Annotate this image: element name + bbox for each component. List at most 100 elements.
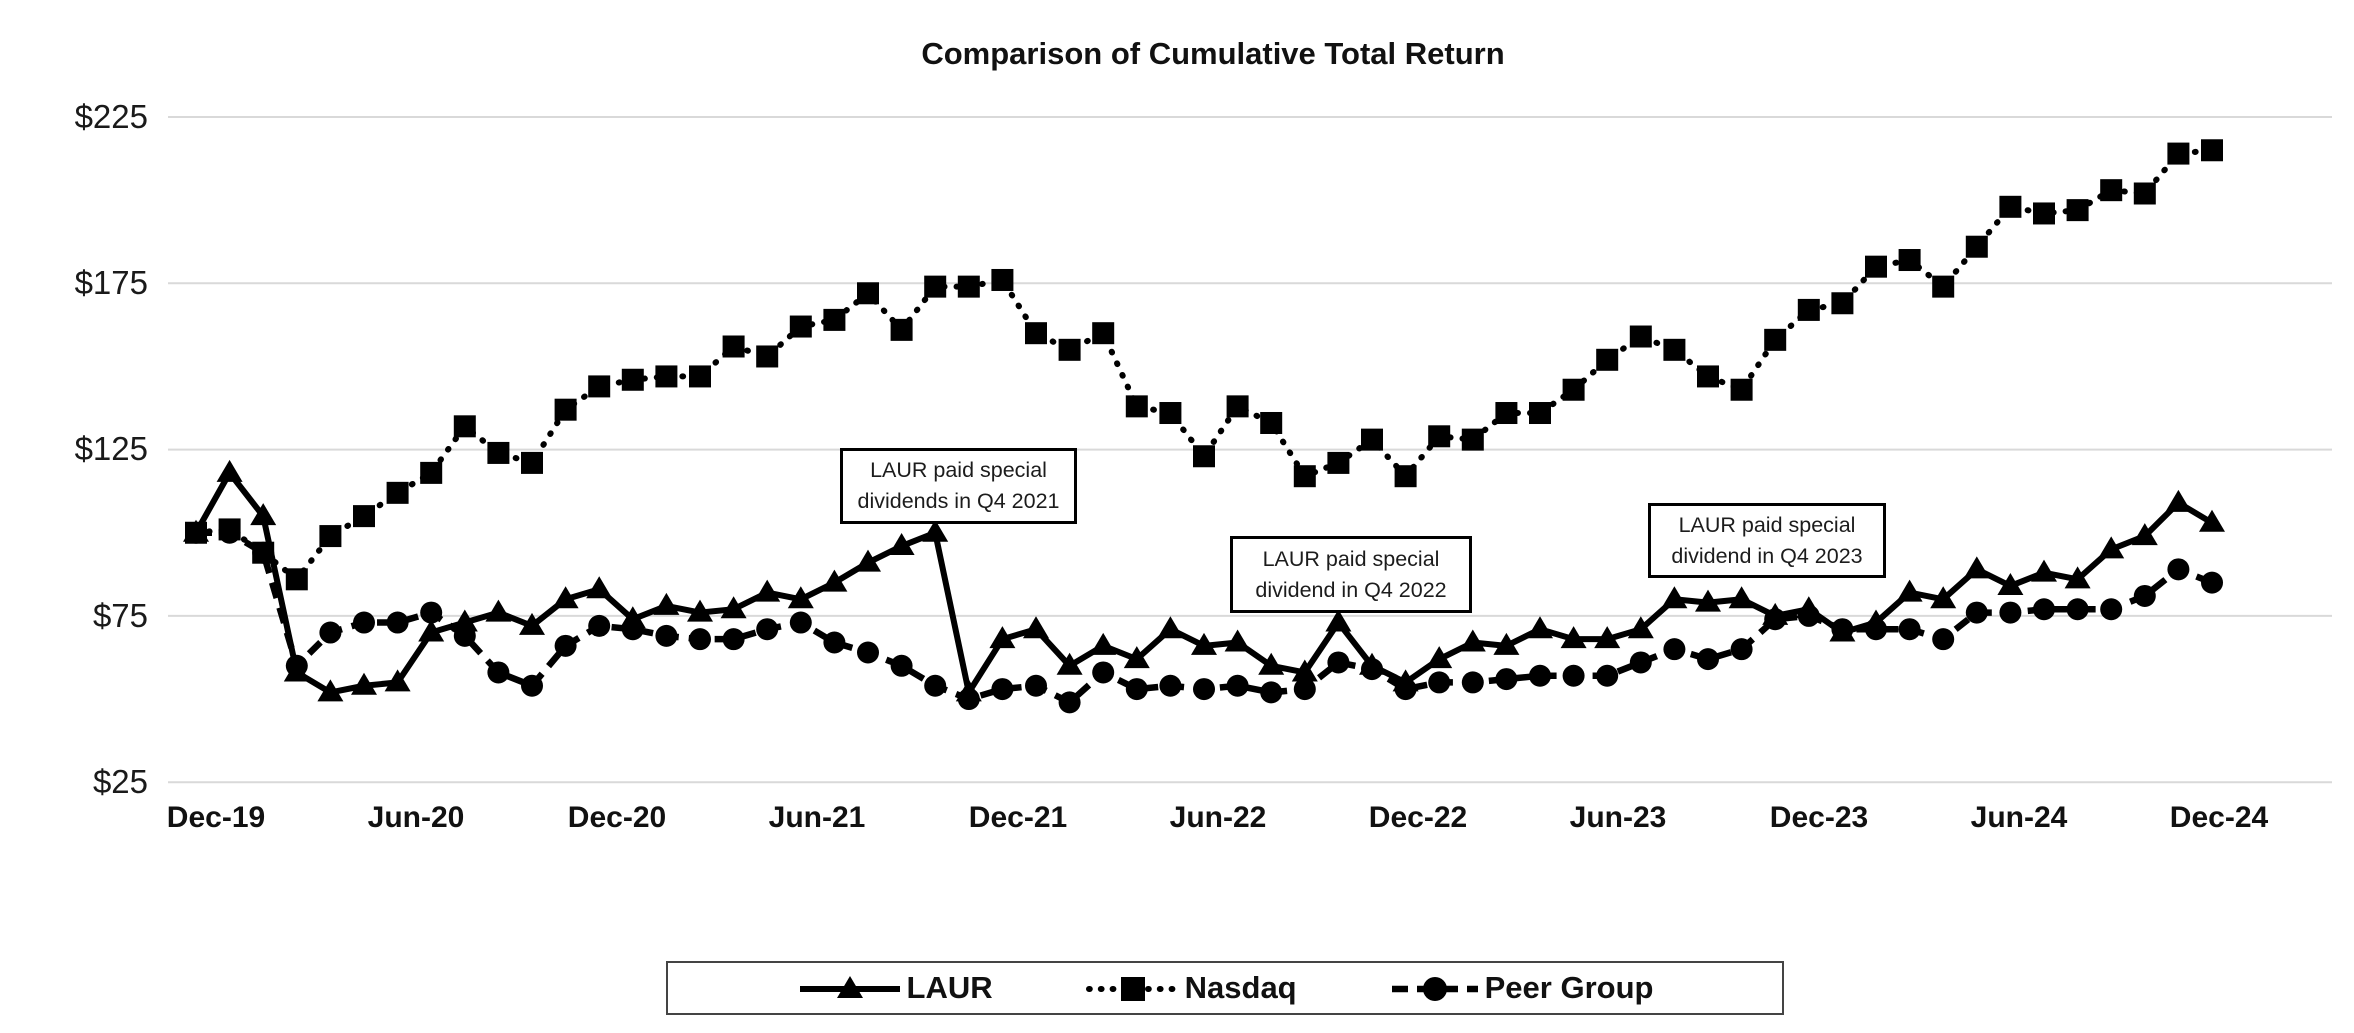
laur-marker [250,503,277,526]
nasdaq-marker [924,275,947,298]
legend-label: LAUR [906,970,993,1005]
peer-group-marker [857,641,879,664]
nasdaq-marker [588,375,611,398]
laur-marker [1762,602,1789,625]
nasdaq-marker [1529,402,1551,425]
y-tick-label: $125 [74,430,148,467]
annotation-line: dividends in Q4 2021 [857,489,1060,513]
nasdaq-marker [420,461,443,484]
laur-marker [183,519,209,542]
annotation-line: LAUR paid special [1678,512,1856,537]
nasdaq-marker [621,368,644,391]
laur-marker [2064,566,2091,589]
laur-marker [1426,646,1453,669]
nasdaq-marker [1226,395,1249,418]
nasdaq-marker [2201,139,2223,162]
x-tick-label: Jun-22 [1169,801,1267,834]
peer-group-marker [890,654,913,677]
peer-group-marker [1965,601,1988,624]
peer-group-marker [1529,664,1551,687]
laur-marker [1359,652,1385,675]
nasdaq-marker [1999,195,2022,218]
x-tick-label: Jun-21 [768,801,866,834]
nasdaq-marker [756,345,779,368]
nasdaq-marker [1865,255,1887,278]
nasdaq-marker [1495,402,1518,425]
nasdaq-marker [2033,202,2055,225]
nasdaq-line [193,147,2215,583]
peer-group-marker [1461,671,1484,694]
annotation-line: LAUR paid special [1262,546,1440,571]
laur-marker [1661,586,1688,609]
x-tick-label: Dec-21 [968,801,1068,834]
nasdaq-marker [957,275,980,298]
annotation-q4-2023: LAUR paid special dividend in Q4 2023 [1648,503,1886,578]
laur-marker [1627,616,1654,639]
laur-marker [720,596,747,619]
peer-group-marker [1596,664,1619,687]
nasdaq-marker [521,451,543,474]
nasdaq-marker [890,318,913,341]
legend-item-nasdaq: Nasdaq [1085,970,1297,1006]
x-tick-label: Jun-23 [1569,801,1667,834]
legend-label: Nasdaq [1184,970,1297,1005]
annotation-q4-2021: LAUR paid special dividends in Q4 2021 [840,448,1077,524]
laur-marker [1594,626,1621,649]
laur-marker [888,533,915,556]
peer-group-marker [1562,664,1585,687]
nasdaq-marker [722,335,745,358]
nasdaq-marker [1361,428,1383,451]
nasdaq-marker [2133,182,2156,205]
peer-group-marker [1428,671,1451,694]
y-tick-label: $25 [92,763,148,800]
peer-group-marker [2100,598,2123,621]
nasdaq-marker [1932,275,1955,298]
peer-group-marker [1999,601,2022,624]
annotation-q4-2022: LAUR paid special dividend in Q4 2022 [1230,536,1472,613]
peer-group-marker [2167,558,2190,581]
laur-marker [1056,652,1083,675]
laur-marker [1023,616,1049,639]
laur-marker [1997,572,2024,595]
laur-marker [1224,629,1251,652]
y-tick-label: $175 [74,264,148,301]
nasdaq-marker [1260,411,1283,434]
laur-marker [1325,609,1352,632]
peer-group-marker [554,634,577,657]
chart-legend: LAUR Nasdaq Peer Group [666,961,1784,1015]
nasdaq-marker [1159,402,1182,425]
nasdaq-marker [1965,235,1988,258]
peer-group-dashed-circle-icon [1391,977,1478,1001]
legend-item-peer-group: Peer Group [1389,970,1653,1006]
nasdaq-marker [1025,322,1047,345]
peer-group-marker [823,631,846,654]
laur-marker [351,672,377,695]
x-tick-label: Dec-24 [2169,801,2269,834]
peer-group-marker [1125,678,1148,701]
laur-marker [1493,632,1520,655]
peer-group-marker [1092,661,1115,684]
laur-marker [384,669,411,692]
peer-group-marker [487,661,510,684]
nasdaq-marker [1125,395,1148,418]
nasdaq-marker [1058,338,1081,361]
peer-group-marker [722,628,745,651]
nasdaq-marker [1092,322,1115,345]
annotation-line: LAUR paid special [870,458,1047,483]
peer-group-marker [1495,668,1518,691]
laur-marker [1728,586,1755,609]
laur-marker [1291,659,1318,682]
nasdaq-marker [487,441,510,464]
laur-marker [2199,509,2225,532]
x-tick-label: Dec-22 [1368,801,1468,834]
nasdaq-marker [386,481,409,504]
nasdaq-marker [1797,298,1820,321]
nasdaq-marker [2066,199,2089,222]
laur-marker [787,586,814,609]
laur-marker [619,606,646,629]
nasdaq-marker [991,268,1014,291]
legend-item-laur: LAUR [797,970,993,1006]
peer-group-marker [991,678,1014,701]
laur-marker [1896,579,1923,602]
nasdaq-marker [453,415,476,438]
